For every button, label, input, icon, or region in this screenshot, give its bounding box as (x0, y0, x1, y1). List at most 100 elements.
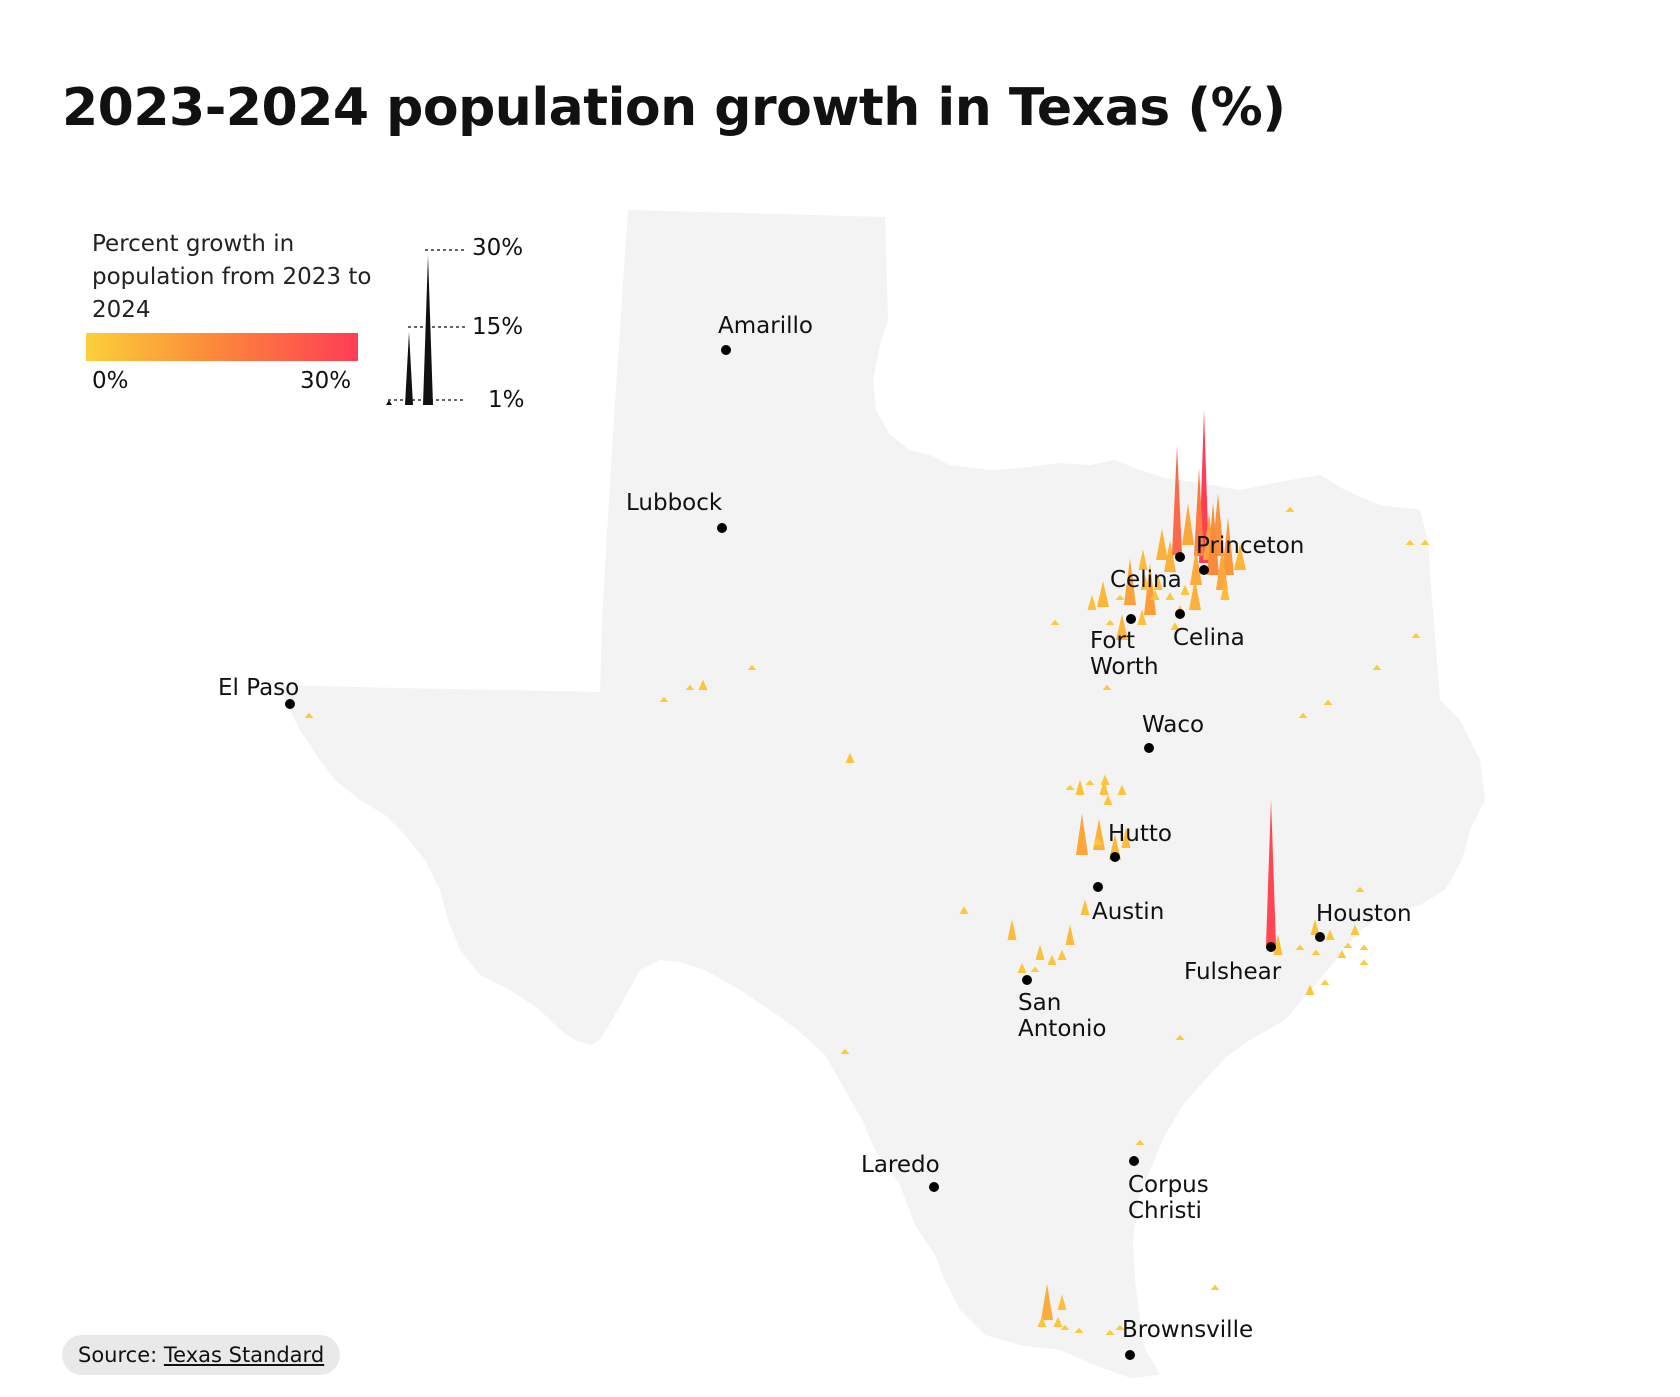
city-label: Waco (1142, 712, 1204, 738)
city-label: Hutto (1108, 821, 1172, 847)
growth-spike (1124, 558, 1136, 605)
city-dot (1093, 882, 1103, 892)
growth-spike (1075, 779, 1085, 795)
growth-spike (1153, 574, 1163, 590)
growth-spike (1047, 954, 1057, 965)
growth-spike (959, 906, 969, 914)
growth-spike (1030, 966, 1040, 972)
growth-spike (1359, 959, 1369, 965)
growth-spike (1175, 1034, 1185, 1040)
city-label: Christi (1128, 1198, 1202, 1224)
growth-spike (1298, 712, 1308, 718)
growth-spike (1355, 886, 1365, 892)
growth-spike (840, 1048, 850, 1054)
city-dot (721, 345, 731, 355)
city-label: Laredo (861, 1152, 940, 1178)
city-label: Celina (1173, 625, 1245, 651)
city-dot (1199, 565, 1209, 575)
city-label: Fulshear (1184, 959, 1282, 985)
chart-title: 2023-2024 population growth in Texas (%) (62, 78, 1286, 138)
city-label: Brownsville (1122, 1317, 1253, 1343)
growth-spike (1121, 827, 1131, 848)
growth-spike (1097, 581, 1109, 607)
source-link[interactable]: Texas Standard (163, 1343, 325, 1367)
growth-spike (1164, 540, 1176, 572)
growth-spike (1074, 1327, 1084, 1333)
growth-spike (698, 679, 708, 690)
growth-spike (1165, 592, 1175, 600)
city-dot (1126, 614, 1136, 624)
growth-spike (1041, 1283, 1053, 1320)
growth-spike (1285, 506, 1295, 512)
growth-spike (1037, 1316, 1047, 1327)
color-scale-min-label: 0% (92, 368, 129, 394)
city-dot (1129, 1156, 1139, 1166)
growth-spike (1420, 539, 1430, 545)
growth-spike (685, 684, 695, 690)
growth-spike (1117, 784, 1127, 795)
growth-spike (1100, 774, 1110, 785)
city-label: Princeton (1196, 533, 1304, 559)
growth-spike (1060, 1324, 1070, 1330)
texas-outline (275, 210, 1485, 1378)
growth-spike (1210, 1284, 1220, 1290)
spike-scale-label-15: 15% (472, 314, 524, 340)
legend-spike-30 (423, 255, 433, 405)
growth-spike (1140, 574, 1150, 590)
growth-spike (1050, 619, 1060, 625)
city-label: Antonio (1018, 1016, 1106, 1042)
city-dot (1266, 942, 1276, 952)
growth-spike (1137, 609, 1147, 625)
growth-spike (1116, 614, 1128, 640)
growth-spike (1411, 632, 1421, 638)
city-markers: Amarillo Lubbock El Paso Princeton Celina For… (218, 313, 1412, 1360)
growth-spike (1115, 594, 1125, 600)
growth-spike (1343, 942, 1353, 948)
city-dot (1175, 609, 1185, 619)
growth-spikes (304, 409, 1430, 1335)
growth-spike (1405, 539, 1415, 545)
growth-spike (1099, 779, 1109, 795)
source-label: Source: (78, 1343, 158, 1367)
growth-spike (1150, 589, 1160, 600)
growth-spike (1087, 594, 1097, 610)
growth-spike (659, 696, 669, 702)
growth-spike (1194, 467, 1204, 556)
city-dot (1144, 743, 1154, 753)
legend-spike-scale (386, 249, 465, 405)
growth-spike (1207, 502, 1219, 575)
spike-scale-label-30: 30% (472, 235, 524, 261)
growth-spike (1372, 664, 1382, 670)
growth-spike (1065, 784, 1075, 790)
city-label: Austin (1092, 899, 1164, 925)
growth-spike (1017, 962, 1027, 973)
growth-spike (1350, 924, 1360, 935)
legend-title: Percent growth in population from 2023 t… (92, 231, 372, 323)
city-label: Houston (1316, 901, 1412, 927)
growth-spike (747, 664, 757, 670)
growth-spike (1093, 837, 1103, 845)
growth-spike (1144, 563, 1156, 615)
growth-spike (1170, 622, 1180, 630)
growth-spike (1180, 584, 1190, 595)
growth-spike (1105, 619, 1115, 625)
growth-spike (1035, 944, 1045, 960)
growth-spike (1085, 779, 1095, 785)
growth-spike (1007, 919, 1017, 940)
city-label: El Paso (218, 675, 299, 701)
city-label: Fort (1090, 628, 1135, 654)
city-label: Celina (1110, 567, 1182, 593)
city-label: Lubbock (626, 490, 723, 516)
city-label: Amarillo (718, 313, 813, 339)
growth-spike (1220, 579, 1230, 600)
growth-spike (1057, 949, 1067, 960)
city-label: Worth (1090, 654, 1159, 680)
growth-spike (1076, 813, 1088, 855)
growth-spike (304, 712, 314, 718)
color-scale-max-label: 30% (300, 368, 352, 394)
growth-spike (1182, 503, 1194, 545)
growth-spike (1102, 684, 1112, 690)
growth-spike (1189, 578, 1201, 610)
growth-spike (1273, 934, 1283, 955)
growth-spike (1266, 799, 1276, 945)
